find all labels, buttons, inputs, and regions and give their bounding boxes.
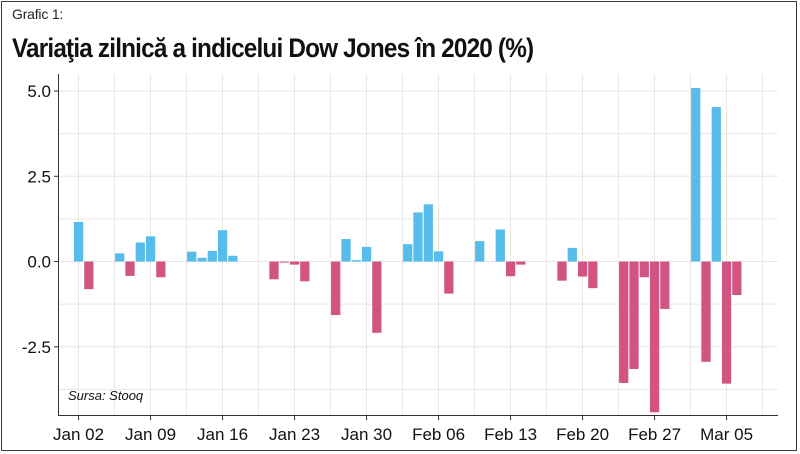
y-tick-label: 5.0	[27, 82, 51, 101]
y-tick-label: 2.5	[27, 167, 51, 186]
bar-2020-01-06	[115, 253, 125, 262]
bar-2020-01-28	[341, 239, 351, 262]
x-tick-label: Feb 13	[484, 425, 537, 444]
bar-2020-02-05	[423, 204, 433, 262]
x-tick-label: Jan 02	[53, 425, 104, 444]
bar-2020-02-20	[577, 261, 588, 277]
bar-2020-03-02	[691, 87, 701, 262]
bar-2020-03-04	[711, 107, 721, 262]
chart-title: Variaţia zilnică a indicelui Dow Jones î…	[12, 33, 534, 63]
chart-label: Grafic 1:	[12, 6, 64, 22]
bar-2020-01-13	[187, 251, 197, 262]
y-tick-label: 0.0	[27, 253, 51, 272]
bar-2020-02-07	[444, 261, 454, 294]
bars	[73, 87, 742, 413]
bar-2020-02-14	[516, 261, 526, 265]
bar-2020-02-18	[557, 261, 567, 281]
bar-2020-02-26	[639, 261, 649, 278]
y-axis: -2.5 0.0 2.5 5.0	[22, 82, 58, 357]
x-axis: Jan 02 Jan 09 Jan 16 Jan 23 Jan 30 Feb 06 Feb …	[53, 415, 753, 444]
bar-2020-01-07	[125, 261, 135, 276]
bar-2020-02-10	[475, 241, 485, 262]
bar-2020-01-08	[135, 242, 145, 262]
x-tick-label: Jan 30	[341, 425, 392, 444]
bar-2020-03-05	[721, 261, 732, 384]
y-tick-label: -2.5	[22, 338, 51, 357]
x-tick-label: Jan 23	[269, 425, 320, 444]
x-tick-label: Feb 27	[628, 425, 681, 444]
bar-2020-01-22	[279, 261, 289, 263]
bar-2020-02-13	[505, 261, 516, 277]
bar-2020-03-03	[701, 261, 711, 362]
bar-2020-02-19	[567, 247, 577, 262]
bar-2020-01-30	[361, 246, 372, 262]
bar-2020-02-28	[660, 261, 670, 309]
bar-2020-01-15	[207, 250, 217, 262]
bar-2020-02-24	[619, 261, 629, 383]
bar-2020-01-14	[197, 257, 207, 262]
bar-2020-01-24	[300, 261, 310, 282]
x-tick-label: Jan 16	[197, 425, 248, 444]
x-tick-label: Mar 05	[700, 425, 753, 444]
bar-2020-01-21	[269, 261, 279, 280]
x-tick-label: Feb 20	[556, 425, 609, 444]
bar-2020-02-27	[649, 261, 660, 413]
bar-2020-01-27	[331, 261, 341, 316]
x-tick-label: Jan 09	[125, 425, 176, 444]
bar-2020-02-12	[495, 229, 505, 262]
bar-2020-01-10	[156, 261, 166, 278]
bar-2020-02-06	[433, 251, 444, 262]
source-note: Sursa: Stooq	[68, 388, 144, 403]
x-tick-label: Feb 06	[412, 425, 465, 444]
bar-2020-01-02	[73, 221, 84, 262]
bar-2020-02-25	[629, 261, 639, 369]
bar-2020-03-06	[732, 261, 742, 295]
bar-2020-01-09	[145, 236, 156, 262]
bar-2020-01-03	[84, 261, 94, 290]
bar-2020-02-21	[588, 261, 598, 289]
bar-2020-01-23	[289, 261, 300, 265]
bar-2020-01-31	[372, 261, 382, 333]
bar-2020-02-03	[403, 244, 413, 262]
bar-2020-02-04	[413, 212, 423, 262]
bar-2020-01-17	[228, 255, 238, 262]
bar-2020-01-16	[217, 230, 228, 262]
bar-2020-01-29	[351, 260, 361, 262]
